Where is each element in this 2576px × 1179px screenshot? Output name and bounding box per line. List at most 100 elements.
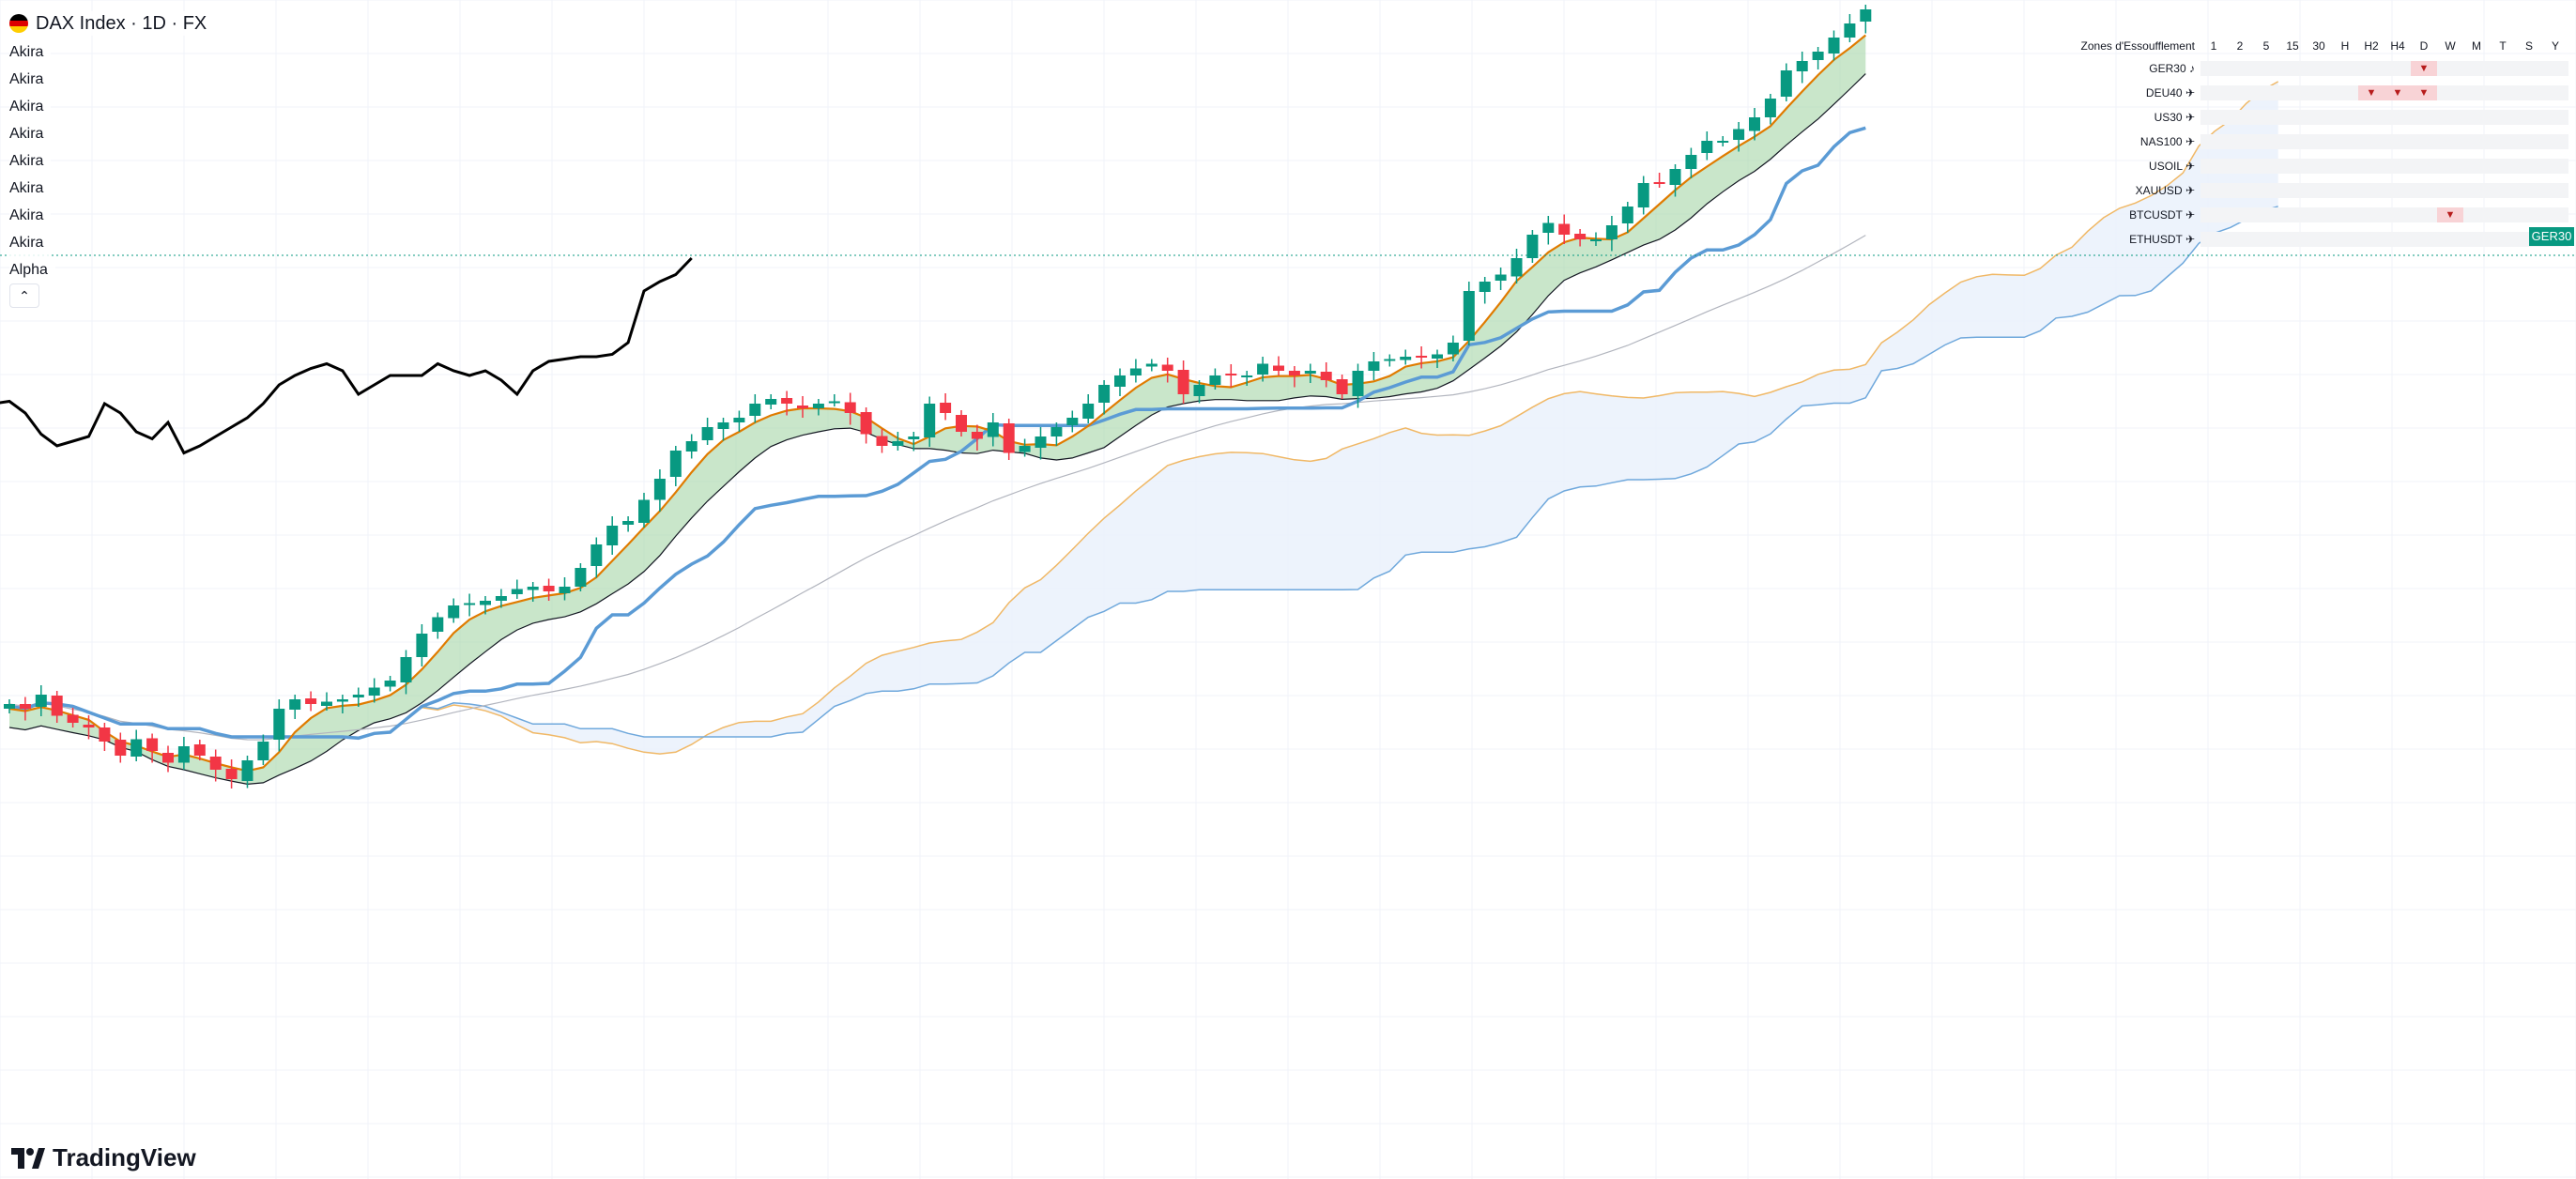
zones-row-symbol: XAUUSD ✈ bbox=[2075, 184, 2200, 197]
candle-body bbox=[1336, 379, 1348, 394]
zones-cell bbox=[2279, 61, 2306, 76]
zones-cell bbox=[2384, 61, 2411, 76]
candle-body bbox=[162, 753, 174, 763]
zones-cell bbox=[2200, 134, 2227, 149]
candle-body bbox=[765, 399, 777, 405]
indicator-label[interactable]: Akira bbox=[9, 232, 52, 259]
exhaustion-mark: ▼ bbox=[2384, 85, 2411, 100]
candle-body bbox=[1273, 365, 1284, 371]
zones-column-header: H bbox=[2340, 39, 2350, 53]
candle-body bbox=[1114, 375, 1126, 387]
zones-cell bbox=[2306, 85, 2332, 100]
candle-body bbox=[352, 695, 364, 697]
zones-cell bbox=[2437, 61, 2463, 76]
zones-row-symbol: US30 ✈ bbox=[2075, 111, 2200, 124]
zones-cell bbox=[2490, 207, 2516, 222]
indicator-label[interactable]: Akira bbox=[9, 123, 52, 150]
zones-table-header: Zones d'Essoufflement 1 2 5 15 30 H H2 H4 D W M T S Y bbox=[2075, 36, 2568, 56]
zones-cell bbox=[2358, 134, 2384, 149]
indicator-label[interactable]: Akira bbox=[9, 150, 52, 177]
zones-cell bbox=[2542, 110, 2568, 125]
zones-cell bbox=[2227, 61, 2253, 76]
chikou-line bbox=[0, 256, 693, 455]
zones-cell bbox=[2384, 134, 2411, 149]
zones-cell bbox=[2200, 183, 2227, 198]
candle-body bbox=[480, 601, 491, 605]
zones-row-name: NAS100 bbox=[2139, 135, 2183, 148]
candle-body bbox=[177, 746, 190, 763]
zones-column-header: M bbox=[2472, 39, 2481, 53]
zones-cell bbox=[2332, 183, 2358, 198]
zones-cell bbox=[2332, 207, 2358, 222]
zones-cell bbox=[2490, 232, 2516, 247]
candle-body bbox=[1669, 169, 1681, 185]
candle-body bbox=[400, 657, 412, 682]
zones-cell bbox=[2279, 85, 2306, 100]
zones-cell bbox=[2463, 232, 2490, 247]
zones-row-cells bbox=[2200, 159, 2568, 174]
zones-cell bbox=[2411, 134, 2437, 149]
candle-body bbox=[1400, 357, 1412, 360]
candle-body bbox=[908, 436, 920, 439]
zones-cell bbox=[2332, 134, 2358, 149]
candle-body bbox=[368, 687, 380, 696]
candle-body bbox=[956, 415, 967, 432]
indicator-label[interactable]: Akira bbox=[9, 205, 52, 232]
zones-cell bbox=[2306, 134, 2332, 149]
zones-cell bbox=[2253, 110, 2279, 125]
airplane-icon: ✈ bbox=[2182, 86, 2195, 100]
zones-row-name: US30 bbox=[2154, 111, 2183, 124]
zones-row-name: XAUUSD bbox=[2135, 184, 2183, 197]
zones-cell bbox=[2463, 85, 2490, 100]
candle-body bbox=[19, 704, 31, 709]
candle-body bbox=[130, 739, 143, 757]
zones-cell bbox=[2542, 134, 2568, 149]
price-tag: GER30 bbox=[2529, 227, 2574, 246]
candle-body bbox=[1161, 364, 1173, 371]
candle-body bbox=[971, 432, 983, 439]
zones-column-header: S bbox=[2524, 39, 2533, 53]
zones-table: Zones d'Essoufflement 1 2 5 15 30 H H2 H4 D W M T S Y… bbox=[2075, 36, 2568, 252]
candle-body bbox=[1764, 99, 1776, 117]
tradingview-logo[interactable]: TradingView bbox=[11, 1143, 196, 1172]
candle-body bbox=[1733, 129, 1745, 140]
zones-cell bbox=[2253, 85, 2279, 100]
zones-cell bbox=[2200, 110, 2227, 125]
zones-cell bbox=[2227, 207, 2253, 222]
indicator-label[interactable]: Akira bbox=[9, 177, 52, 205]
zones-cell bbox=[2227, 183, 2253, 198]
candle-body bbox=[1542, 222, 1555, 233]
zones-cell bbox=[2490, 61, 2516, 76]
candle-body bbox=[828, 401, 840, 404]
zones-row: ETHUSDT ✈ bbox=[2075, 227, 2568, 252]
candle-body bbox=[1129, 368, 1142, 375]
zones-cell bbox=[2490, 159, 2516, 174]
zones-cell bbox=[2279, 232, 2306, 247]
candle-body bbox=[1828, 38, 1840, 54]
tenkan-line bbox=[8, 34, 1866, 773]
zones-cell bbox=[2490, 134, 2516, 149]
zones-cell bbox=[2279, 134, 2306, 149]
zones-table-title: Zones d'Essoufflement bbox=[2080, 39, 2195, 53]
indicator-label[interactable]: Alpha bbox=[9, 259, 55, 286]
symbol-title[interactable]: DAX Index · 1D · FX bbox=[36, 12, 207, 34]
zones-column-header: 1 bbox=[2210, 39, 2217, 53]
candle-body bbox=[448, 605, 460, 619]
chart-header[interactable]: DAX Index · 1D · FX bbox=[9, 11, 213, 36]
candle-body bbox=[749, 404, 761, 416]
zones-cell bbox=[2437, 159, 2463, 174]
candle-body bbox=[1003, 423, 1015, 453]
zones-cell bbox=[2227, 85, 2253, 100]
candle-body bbox=[225, 769, 238, 779]
zones-cell bbox=[2384, 207, 2411, 222]
zones-cell bbox=[2279, 183, 2306, 198]
candle-body bbox=[606, 526, 619, 545]
indicator-label[interactable]: Akira bbox=[9, 41, 52, 69]
collapse-legend-button[interactable]: ⌃ bbox=[9, 283, 39, 308]
airplane-icon: ✈ bbox=[2182, 111, 2195, 124]
indicator-label[interactable]: Akira bbox=[9, 96, 52, 123]
candle-body bbox=[384, 681, 396, 687]
indicator-label[interactable]: Akira bbox=[9, 69, 52, 96]
candle-body bbox=[1653, 182, 1665, 184]
